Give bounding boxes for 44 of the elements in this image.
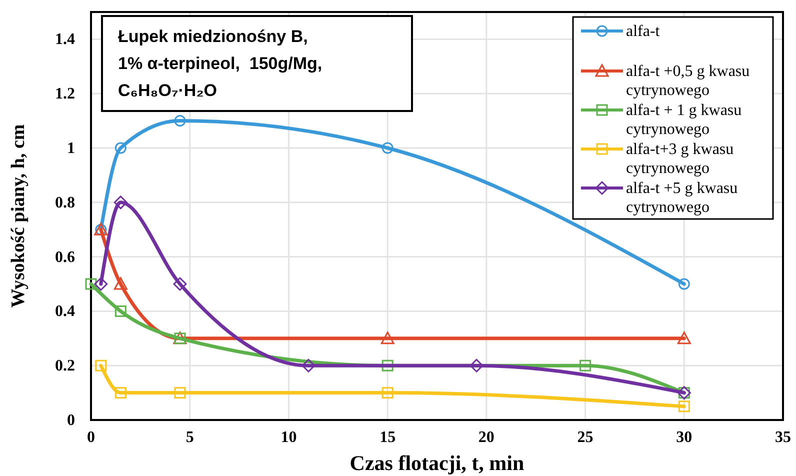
point bbox=[114, 196, 128, 210]
point bbox=[382, 387, 394, 399]
point bbox=[174, 387, 186, 399]
point bbox=[85, 278, 97, 290]
x-tick-label: 0 bbox=[87, 429, 95, 446]
point bbox=[114, 387, 126, 399]
point bbox=[382, 142, 394, 154]
point bbox=[302, 358, 316, 372]
y-tick-label: 1.4 bbox=[55, 31, 75, 48]
x-tick-label: 10 bbox=[280, 429, 297, 446]
y-tick-label: 0.8 bbox=[55, 194, 75, 212]
point bbox=[114, 142, 126, 154]
x-axis-title: Czas flotacji, t, min bbox=[350, 451, 525, 475]
point bbox=[380, 332, 394, 344]
point bbox=[94, 277, 108, 291]
x-tick-label: 20 bbox=[478, 429, 494, 446]
point bbox=[95, 360, 107, 372]
x-tick-label: 5 bbox=[186, 429, 194, 446]
point bbox=[678, 400, 690, 412]
y-tick-label: 0.2 bbox=[55, 358, 75, 375]
y-tick-label: 1 bbox=[67, 140, 75, 157]
y-tick-label: 1.2 bbox=[55, 86, 75, 103]
point bbox=[580, 360, 592, 372]
y-axis-title: Wysokość piany, h, cm bbox=[8, 124, 29, 308]
point bbox=[678, 278, 690, 290]
point bbox=[470, 358, 484, 372]
annotation: 1% α-terpineol, 150g/Mg, bbox=[118, 54, 322, 73]
legend-label: alfa-t bbox=[626, 23, 660, 40]
annotation: C₆H₈O₇·H₂O bbox=[118, 81, 217, 100]
x-tick-label: 25 bbox=[577, 429, 594, 446]
point bbox=[114, 277, 128, 290]
annotation: Łupek miedzionośny B, bbox=[118, 27, 308, 46]
point bbox=[382, 360, 394, 372]
y-tick-label: 0.4 bbox=[55, 303, 75, 320]
point bbox=[174, 115, 186, 127]
point bbox=[114, 305, 126, 317]
point bbox=[173, 277, 187, 291]
y-tick-label: 0 bbox=[67, 412, 75, 429]
legend-label: alfa-t +5 g kwasu cytrynowego bbox=[626, 180, 738, 216]
x-tick-label: 30 bbox=[676, 429, 692, 446]
x-tick-label: 35 bbox=[775, 429, 791, 446]
point bbox=[677, 332, 691, 344]
x-tick-label: 15 bbox=[380, 429, 396, 446]
y-tick-label: 0.6 bbox=[55, 248, 75, 266]
